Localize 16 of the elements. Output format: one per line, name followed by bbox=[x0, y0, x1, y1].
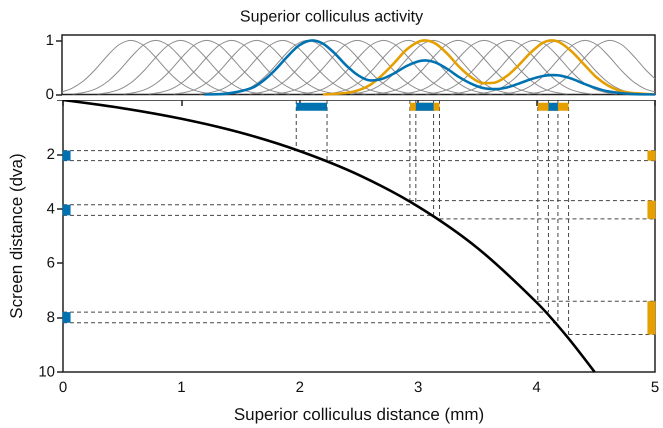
x-tick-label: 3 bbox=[414, 379, 422, 396]
y-tick-label: 2 bbox=[46, 146, 55, 163]
x-axis-title: Superior colliculus distance (mm) bbox=[234, 405, 484, 424]
y-axis-title: Screen distance (dva) bbox=[7, 153, 26, 319]
x-tick-label: 5 bbox=[650, 379, 660, 396]
y-tick-label: 10 bbox=[38, 364, 55, 380]
y-tick-label: 8 bbox=[46, 309, 55, 326]
y-tick-label: 0 bbox=[46, 86, 54, 103]
y-tick-label: 1 bbox=[46, 32, 54, 49]
y-tick-label: 6 bbox=[46, 254, 55, 272]
y-tick-label: 4 bbox=[46, 200, 55, 218]
chart-title: Superior colliculus activity bbox=[240, 8, 424, 26]
x-tick-label: 1 bbox=[177, 379, 186, 396]
x-tick-label: 2 bbox=[296, 379, 304, 396]
x-tick-label: 0 bbox=[58, 379, 68, 396]
x-tick-label: 4 bbox=[532, 379, 541, 396]
